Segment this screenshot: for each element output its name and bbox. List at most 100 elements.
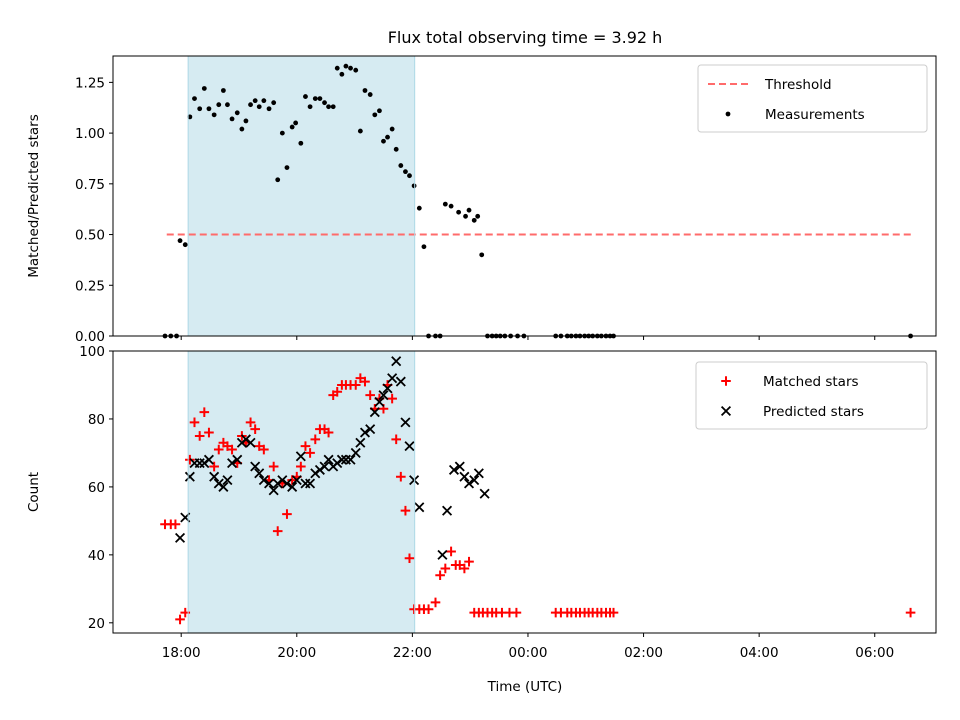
- data-point: [245, 417, 256, 428]
- data-point: [192, 96, 197, 102]
- data-point: [194, 431, 205, 441]
- x-tick-label: 04:00: [740, 645, 779, 661]
- ratio-panel-frame: [112, 55, 937, 337]
- data-point: [404, 441, 415, 452]
- count-x-axis: 18:00 20:00 22:00 00:00 02:00 04:00 06:00: [162, 633, 894, 661]
- data-point: [220, 88, 226, 93]
- data-point: [387, 393, 397, 404]
- data-point: [365, 390, 375, 400]
- data-point: [239, 126, 245, 132]
- y-tick-label: 0.50: [75, 228, 105, 244]
- x-tick-label: 06:00: [855, 645, 894, 661]
- data-point: [446, 546, 456, 557]
- data-point: [177, 238, 183, 244]
- ratio-legend: Threshold Measurements: [697, 64, 928, 133]
- data-point: [369, 407, 380, 418]
- data-point: [437, 549, 448, 560]
- data-point: [382, 383, 393, 394]
- data-point: [355, 437, 366, 448]
- data-point: [448, 464, 460, 475]
- data-point: [400, 505, 411, 516]
- legend-box: [697, 64, 928, 133]
- data-point: [442, 201, 448, 207]
- data-point: [225, 102, 230, 108]
- y-tick-label: 1.25: [75, 75, 105, 91]
- data-point: [360, 376, 370, 387]
- data-point: [272, 526, 283, 536]
- data-point: [377, 108, 382, 114]
- data-point: [184, 471, 195, 482]
- data-point: [430, 597, 441, 608]
- data-point: [268, 461, 279, 472]
- data-point: [213, 444, 224, 455]
- data-point: [387, 373, 398, 384]
- ratio-y-axis: 0.00 0.25 0.50 0.75 1.00 1.25: [75, 75, 113, 345]
- count-panel-frame: [112, 350, 937, 634]
- x-tick-label: 00:00: [509, 645, 548, 661]
- data-point: [282, 509, 292, 519]
- data-point: [463, 478, 475, 489]
- data-point: [391, 434, 401, 445]
- data-point: [307, 104, 313, 110]
- data-point: [284, 165, 290, 170]
- data-point: [203, 454, 214, 465]
- data-point: [374, 396, 385, 408]
- data-point: [275, 177, 281, 183]
- y-tick-label: 100: [79, 344, 105, 360]
- data-point: [469, 475, 480, 486]
- data-point: [345, 454, 356, 465]
- data-point: [403, 169, 408, 175]
- data-point: [421, 244, 427, 250]
- data-point: [298, 140, 304, 146]
- data-point: [464, 556, 474, 567]
- data-point: [216, 102, 222, 108]
- data-point: [264, 478, 275, 489]
- data-point: [350, 447, 361, 458]
- data-point: [204, 427, 214, 438]
- data-point: [398, 163, 404, 168]
- data-point: [295, 451, 306, 462]
- y-tick-label: 0.00: [75, 329, 105, 345]
- data-point: [187, 114, 193, 120]
- data-point: [323, 454, 334, 465]
- data-point: [209, 461, 219, 472]
- data-point: [463, 213, 468, 219]
- data-point: [391, 356, 402, 367]
- y-tick-label: 20: [88, 616, 105, 632]
- data-point: [182, 242, 188, 248]
- data-point: [211, 112, 217, 118]
- data-point: [411, 183, 417, 189]
- x-axis-label: Time (UTC): [487, 679, 563, 695]
- data-point: [435, 570, 445, 581]
- y-tick-label: 60: [88, 480, 105, 496]
- legend-label: Matched stars: [763, 374, 859, 390]
- data-point: [229, 116, 235, 122]
- data-point: [348, 65, 353, 71]
- data-point: [393, 146, 399, 152]
- legend-label: Threshold: [764, 77, 832, 93]
- data-point: [471, 217, 477, 223]
- data-point: [608, 607, 619, 618]
- y-tick-label: 1.00: [75, 126, 105, 142]
- ratio-y-axis-label: Matched/Predicted stars: [26, 114, 42, 277]
- data-point: [281, 478, 292, 489]
- data-point: [248, 102, 253, 108]
- data-point: [261, 98, 267, 104]
- data-point: [396, 471, 406, 482]
- data-point: [175, 614, 185, 625]
- data-point: [222, 475, 233, 486]
- count-y-axis: 20 40 60 80 100: [79, 344, 113, 632]
- chart-title: Flux total observing time = 3.92 h: [388, 28, 663, 47]
- y-tick-label: 40: [88, 548, 105, 564]
- data-point: [357, 128, 363, 134]
- data-point: [259, 444, 269, 455]
- data-point: [175, 532, 186, 543]
- data-point: [473, 468, 484, 479]
- data-point: [170, 519, 181, 530]
- data-point: [372, 112, 378, 118]
- data-point: [232, 454, 243, 465]
- y-tick-label: 80: [88, 412, 105, 428]
- data-point: [475, 213, 481, 219]
- data-point: [378, 390, 389, 401]
